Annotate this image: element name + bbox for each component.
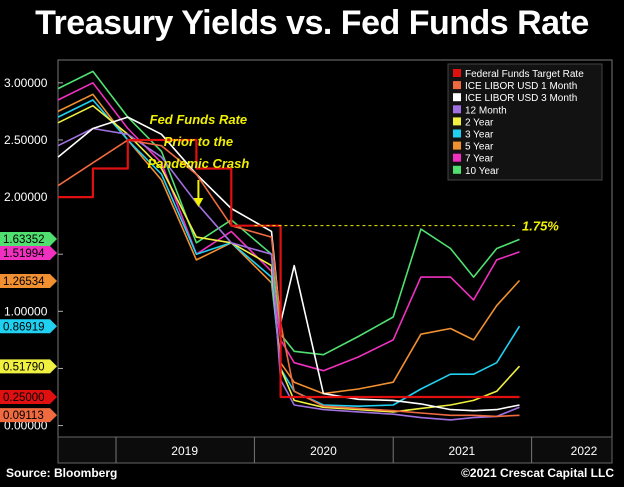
end-value-label: 0.25000 (3, 392, 45, 404)
legend-swatch (453, 93, 461, 102)
legend-label: ICE LIBOR USD 1 Month (465, 81, 577, 92)
legend-swatch (453, 129, 461, 138)
series-line-m12 (57, 127, 520, 421)
legend-label: 5 Year (465, 142, 494, 153)
legend-label: 12 Month (465, 105, 507, 116)
end-value-badge (0, 231, 57, 246)
end-value-label: 1.51994 (3, 248, 45, 260)
y-tick-label: 1.00000 (4, 304, 48, 318)
annotation-text: Fed Funds Rate (150, 112, 248, 127)
end-value-label: 0.51790 (3, 361, 45, 373)
end-value-badge (0, 390, 57, 405)
end-value-label: 1.63352 (3, 234, 45, 246)
x-tick-label: 2020 (310, 444, 337, 458)
end-value-badge (0, 319, 57, 334)
annotation-text: Prior to the (164, 134, 233, 149)
legend-swatch (453, 141, 461, 150)
end-value-label: 1.26534 (3, 276, 45, 288)
series-line-y5 (57, 93, 521, 395)
end-value-label: 0.09113 (3, 410, 44, 422)
x-tick-label: 2022 (571, 444, 598, 458)
legend-label: ICE LIBOR USD 3 Month (465, 93, 577, 104)
x-tick-label: 2019 (171, 444, 198, 458)
end-value-badge (0, 274, 57, 289)
x-axis-band (57, 436, 613, 464)
end-value-badge (0, 359, 57, 374)
y-tick-label: 2.00000 (4, 190, 48, 204)
legend-swatch (453, 153, 461, 162)
y-tick-label: 3.00000 (4, 76, 48, 90)
legend-label: 10 Year (465, 166, 500, 177)
series-line-fed_funds (58, 138, 520, 399)
legend-box (447, 63, 603, 181)
series-line-y7 (57, 82, 520, 372)
end-value-badge (0, 245, 57, 260)
source-label: Source: Bloomberg (6, 466, 118, 480)
legend-swatch (453, 165, 461, 174)
end-value-badge (0, 408, 57, 423)
series-line-libor3m (57, 116, 520, 412)
legend-label: 7 Year (465, 154, 494, 165)
annotation-level-label: 1.75% (522, 219, 559, 234)
series-line-libor1m (57, 139, 520, 418)
legend-swatch (453, 81, 461, 90)
annotation-text: Pandemic Crash (147, 156, 249, 171)
series-line-y2 (57, 104, 521, 413)
legend-label: 3 Year (465, 130, 494, 141)
chart-title: Treasury Yields vs. Fed Funds Rate (35, 4, 589, 42)
end-value-label: 0.86919 (3, 321, 45, 333)
legend-swatch (453, 69, 461, 77)
legend-swatch (453, 105, 461, 114)
legend-label: Federal Funds Target Rate (465, 69, 584, 80)
x-tick-label: 2021 (448, 444, 475, 458)
annotation-arrow-head (193, 198, 204, 207)
legend-label: 2 Year (465, 117, 494, 128)
copyright-label: ©2021 Crescat Capital LLC (461, 466, 614, 480)
y-tick-label: 2.50000 (4, 133, 48, 147)
legend-swatch (453, 117, 461, 126)
